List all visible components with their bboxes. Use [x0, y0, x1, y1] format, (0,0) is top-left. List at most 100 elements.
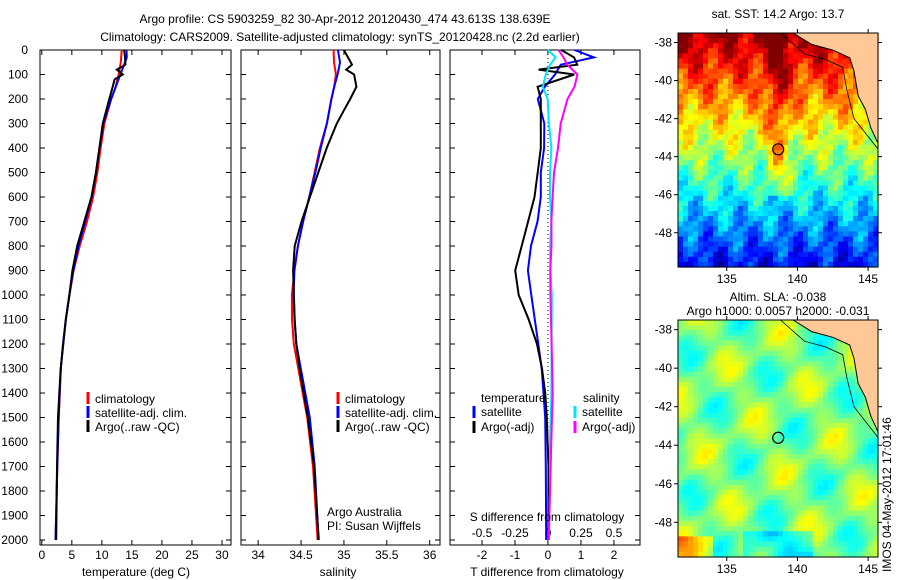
map-cell — [818, 438, 824, 445]
map-cell — [688, 185, 694, 192]
map-cell — [723, 211, 729, 217]
map-cell — [763, 190, 769, 197]
map-cell — [723, 129, 729, 136]
map-cell — [833, 423, 839, 429]
map-cell — [678, 241, 684, 248]
map-cell — [728, 531, 734, 537]
map-cell — [843, 261, 849, 268]
map-cell — [778, 99, 784, 105]
map-cell — [788, 366, 794, 373]
map-cell — [863, 402, 869, 409]
map-cell — [743, 261, 749, 268]
map-cell — [708, 53, 714, 59]
map-cell — [758, 443, 764, 450]
map-cell — [733, 510, 739, 517]
map-cell — [778, 438, 784, 445]
map-cell — [678, 438, 684, 445]
map-cell — [683, 94, 689, 100]
map-cell — [788, 356, 794, 362]
map-cell — [723, 510, 729, 517]
map-cell — [823, 433, 829, 440]
map-cell — [793, 73, 799, 80]
map-cell — [693, 551, 699, 558]
map-cell — [808, 330, 814, 337]
map-cell — [758, 345, 764, 352]
x-tick-label: 135 — [717, 272, 737, 286]
map-cell — [758, 99, 764, 105]
map-cell — [733, 387, 739, 393]
map-cell — [793, 371, 799, 378]
map-cell — [693, 256, 699, 263]
map-cell — [713, 320, 719, 326]
map-cell — [828, 185, 834, 192]
map-cell — [768, 139, 774, 146]
map-cell — [838, 109, 844, 115]
map-cell — [783, 505, 789, 512]
map-cell — [723, 104, 729, 110]
map-cell — [873, 428, 879, 434]
map-cell — [863, 428, 869, 434]
map-cell — [678, 500, 684, 507]
map-cell — [693, 109, 699, 115]
map-cell — [748, 464, 754, 471]
map-cell — [828, 356, 834, 362]
map-cell — [813, 175, 819, 182]
map-cell — [813, 417, 819, 424]
map-cell — [823, 526, 829, 532]
map-cell — [698, 320, 704, 326]
map-cell — [778, 124, 784, 131]
map-cell — [848, 246, 854, 253]
map-cell — [828, 387, 834, 393]
map-cell — [873, 484, 879, 491]
map-cell — [688, 206, 694, 212]
map-cell — [768, 356, 774, 362]
map-cell — [758, 175, 764, 182]
map-cell — [783, 546, 789, 553]
map-cell — [748, 241, 754, 248]
map-cell — [723, 33, 729, 39]
map-cell — [683, 99, 689, 105]
map-cell — [718, 68, 724, 75]
map-cell — [758, 531, 764, 537]
map-cell — [858, 520, 864, 527]
map-cell — [863, 464, 869, 471]
map-cell — [748, 515, 754, 522]
map-cell — [763, 256, 769, 263]
map-cell — [788, 490, 794, 496]
map-cell — [783, 99, 789, 105]
map-cell — [683, 211, 689, 217]
map-cell — [693, 345, 699, 352]
map-cell — [813, 469, 819, 476]
map-cell — [803, 170, 809, 176]
map-cell — [813, 433, 819, 440]
map-cell — [683, 155, 689, 161]
map-cell — [783, 464, 789, 471]
map-cell — [768, 231, 774, 238]
map-cell — [773, 241, 779, 248]
map-cell — [708, 83, 714, 90]
map-cell — [748, 200, 754, 207]
map-cell — [848, 381, 854, 388]
map-cell — [848, 551, 854, 558]
map-cell — [728, 520, 734, 527]
map-cell — [688, 124, 694, 131]
map-cell — [818, 551, 824, 558]
map-cell — [693, 114, 699, 121]
map-cell — [753, 433, 759, 440]
map-cell — [763, 438, 769, 445]
map-cell — [763, 206, 769, 212]
map-cell — [773, 73, 779, 80]
map-cell — [808, 216, 814, 222]
map-cell — [773, 526, 779, 532]
map-cell — [678, 428, 684, 434]
map-cell — [693, 417, 699, 424]
map-cell — [723, 392, 729, 398]
map-cell — [683, 443, 689, 450]
map-cell — [693, 546, 699, 553]
map-cell — [733, 412, 739, 419]
map-cell — [683, 402, 689, 409]
map-cell — [713, 397, 719, 404]
map-cell — [853, 251, 859, 258]
map-cell — [688, 175, 694, 182]
map-cell — [693, 443, 699, 450]
